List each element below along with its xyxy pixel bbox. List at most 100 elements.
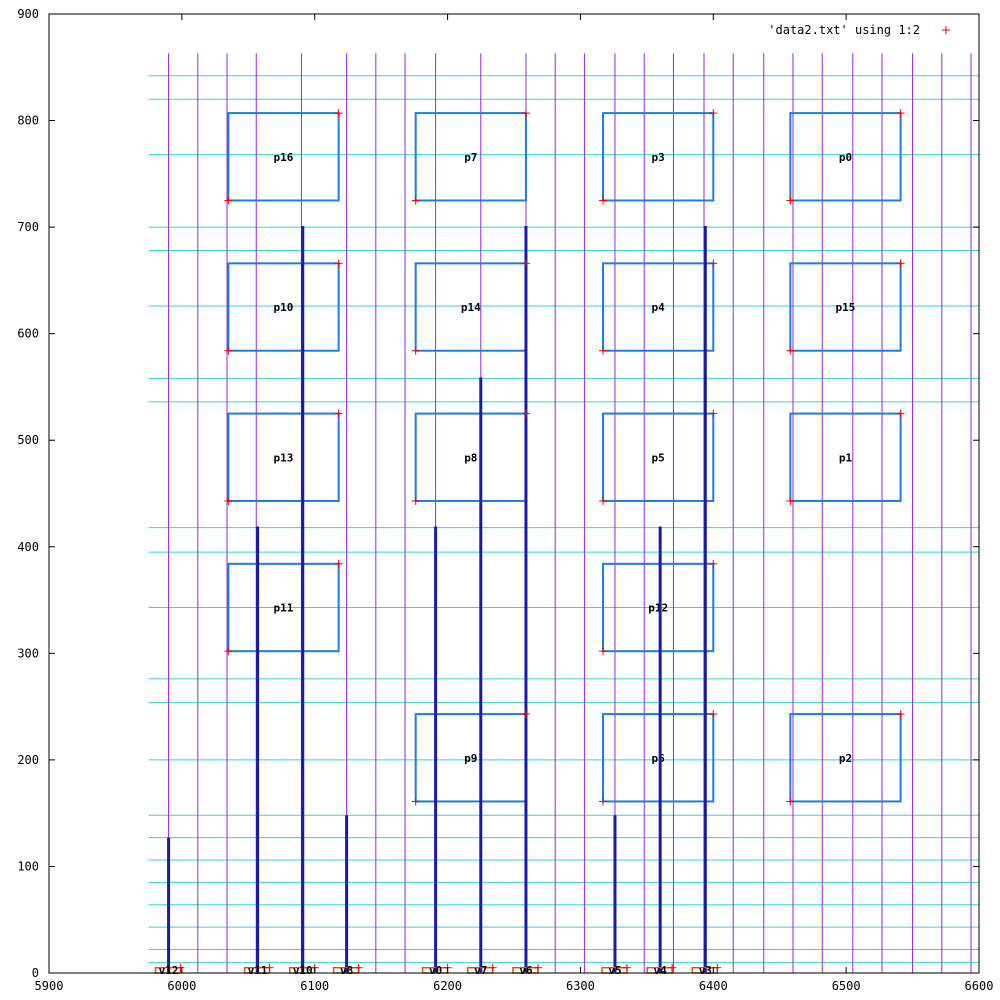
pin-label-v7: v7: [474, 964, 487, 977]
point-p14-tr: [521, 259, 530, 268]
point-p7-tr: [521, 109, 530, 118]
point-p7-bl: [411, 196, 420, 205]
point-p0-tr: [896, 109, 905, 118]
pin-bars: [167, 226, 707, 973]
axis-ticks: 5900 6000 6100 6200 6300 6400 6500 6600 0 100 200 3…: [17, 7, 993, 993]
block-p2: [789, 713, 902, 803]
point-p6-bl: [599, 797, 608, 806]
point-v4: [668, 963, 677, 972]
point-p6-tr: [709, 710, 718, 719]
block-label-p16: p16: [274, 151, 294, 164]
point-p14-bl: [411, 346, 420, 355]
block-label-p8: p8: [464, 451, 477, 464]
pin-label-v11: v11: [248, 964, 268, 977]
block-p6: [602, 713, 715, 803]
point-v5: [622, 963, 631, 972]
block-label-p13: p13: [274, 451, 294, 464]
plot-frame: [48, 13, 980, 974]
legend: 'data2.txt' using 1:2: [768, 23, 950, 37]
point-p8-tr: [521, 409, 530, 418]
pin-label-v8: v8: [340, 964, 353, 977]
point-p4-bl: [599, 346, 608, 355]
plot-border: [48, 13, 980, 974]
point-p5-tr: [709, 409, 718, 418]
point-p2-tr: [896, 710, 905, 719]
block-p11: [227, 562, 340, 653]
y-tick-label-200: 200: [17, 753, 39, 767]
block-label-p1: p1: [839, 451, 853, 464]
legend-marker-plus: [942, 26, 950, 34]
point-p3-bl: [599, 196, 608, 205]
y-tick-label-300: 300: [17, 646, 39, 660]
x-tick-label-6600: 6600: [965, 979, 994, 993]
horizontal-guides: [148, 75, 979, 963]
point-v12: [176, 963, 185, 972]
point-p13-bl: [224, 496, 233, 505]
pin-label-v4: v4: [654, 964, 668, 977]
point-v3: [713, 963, 722, 972]
point-v11: [265, 963, 274, 972]
point-p9-bl: [411, 797, 420, 806]
point-p10-tr: [334, 259, 343, 268]
point-p1-bl: [786, 496, 795, 505]
x-tick-label-6200: 6200: [433, 979, 462, 993]
y-tick-label-800: 800: [17, 114, 39, 128]
point-v7: [488, 963, 497, 972]
block-label-p6: p6: [652, 752, 666, 765]
x-tick-label-6000: 6000: [167, 979, 196, 993]
block-label-p5: p5: [652, 451, 665, 464]
point-p12-bl: [599, 647, 608, 656]
y-tick-label-500: 500: [17, 433, 39, 447]
block-p3: [602, 112, 715, 202]
block-label-p11: p11: [274, 602, 294, 615]
block-p13: [227, 412, 340, 502]
point-v6: [533, 963, 542, 972]
pin-label-v5: v5: [608, 964, 621, 977]
legend-label: 'data2.txt' using 1:2: [768, 23, 920, 37]
block-p7: [414, 112, 527, 202]
pin-label-v12: v12: [159, 964, 179, 977]
point-p3-tr: [709, 109, 718, 118]
point-p16-tr: [334, 109, 343, 118]
block-label-p3: p3: [652, 151, 665, 164]
x-tick-label-5900: 5900: [35, 979, 64, 993]
points: [176, 109, 905, 972]
block-p1: [789, 412, 902, 502]
block-label-p0: p0: [839, 151, 852, 164]
x-tick-label-6300: 6300: [566, 979, 595, 993]
y-tick-label-100: 100: [17, 859, 39, 873]
block-label-p9: p9: [464, 752, 477, 765]
y-tick-label-900: 900: [17, 7, 39, 21]
block-label-p12: p12: [648, 602, 668, 615]
point-v8: [354, 963, 363, 972]
pin-label-v6: v6: [519, 964, 533, 977]
legend-marker: [942, 26, 950, 34]
y-tick-label-700: 700: [17, 220, 39, 234]
block-label-p7: p7: [464, 151, 477, 164]
point-p10-bl: [224, 346, 233, 355]
pin-label-v10: v10: [293, 964, 313, 977]
block-label-p10: p10: [274, 301, 294, 314]
x-tick-label-6100: 6100: [300, 979, 329, 993]
pin-label-v0: v0: [429, 964, 442, 977]
point-p12-tr: [709, 559, 718, 568]
block-p5: [602, 412, 715, 502]
point-p8-bl: [411, 496, 420, 505]
point-p5-bl: [599, 496, 608, 505]
y-tick-label-400: 400: [17, 540, 39, 554]
block-p12: [602, 562, 715, 653]
point-p13-tr: [334, 409, 343, 418]
block-label-p4: p4: [652, 301, 666, 314]
point-p0-bl: [786, 196, 795, 205]
point-p4-tr: [709, 259, 718, 268]
block-label-p14: p14: [461, 301, 481, 314]
y-tick-label-600: 600: [17, 327, 39, 341]
x-tick-label-6400: 6400: [699, 979, 728, 993]
point-p15-bl: [786, 346, 795, 355]
point-p1-tr: [896, 409, 905, 418]
block-p15: [789, 262, 902, 352]
point-p15-tr: [896, 259, 905, 268]
pin-label-v3: v3: [699, 964, 712, 977]
x-tick-label-6500: 6500: [832, 979, 861, 993]
